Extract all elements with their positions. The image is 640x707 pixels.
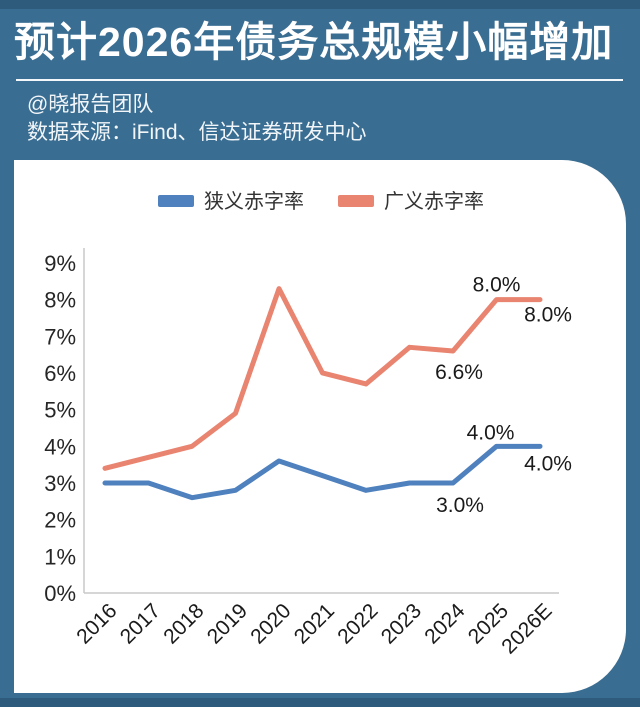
legend: 狭义赤字率 广义赤字率 bbox=[158, 190, 484, 213]
y-tick-label: 7% bbox=[44, 324, 76, 349]
title-divider bbox=[16, 79, 623, 81]
data-label: 8.0% bbox=[524, 304, 572, 327]
data-label: 6.6% bbox=[435, 361, 483, 384]
data-label: 3.0% bbox=[436, 494, 484, 517]
y-tick-label: 6% bbox=[44, 361, 76, 386]
chart-svg: 狭义赤字率 广义赤字率0%1%2%3%4%5%6%7%8%9%2016201720… bbox=[44, 190, 572, 658]
x-tick-label: 2020 bbox=[246, 599, 295, 648]
legend-label-1: 广义赤字率 bbox=[384, 190, 484, 213]
data-label: 4.0% bbox=[467, 421, 515, 444]
y-tick-label: 3% bbox=[44, 471, 76, 496]
x-tick-label: 2026E bbox=[497, 599, 556, 658]
x-tick-label: 2017 bbox=[116, 599, 165, 648]
x-axis-ticks: 2016201720182019202020212022202320242025… bbox=[72, 599, 556, 658]
author-byline: @晓报告团队 bbox=[27, 93, 154, 116]
data-source-note: 数据来源：iFind、信达证券研发中心 bbox=[27, 121, 367, 144]
x-tick-label: 2019 bbox=[203, 599, 252, 648]
x-tick-label: 2018 bbox=[159, 599, 208, 648]
y-tick-label: 1% bbox=[44, 544, 76, 569]
y-tick-label: 2% bbox=[44, 508, 76, 533]
page-title: 预计2026年债务总规模小幅增加 bbox=[14, 19, 614, 65]
y-tick-label: 8% bbox=[44, 288, 76, 313]
legend-swatch-0 bbox=[158, 195, 194, 207]
bottom-edge-strip bbox=[0, 698, 640, 707]
x-tick-label: 2024 bbox=[420, 599, 470, 649]
series-line-1 bbox=[102, 286, 543, 471]
x-tick-label: 2022 bbox=[333, 599, 382, 648]
chart-card: 狭义赤字率 广义赤字率 0% 1% 2% 3% 4% 5% 6% 7% 8% 9% 2016 2017 20… bbox=[14, 160, 626, 693]
y-tick-label: 9% bbox=[44, 251, 76, 276]
y-tick-label: 4% bbox=[44, 434, 76, 459]
data-labels: 8.0%8.0% 6.6% 4.0% 4.0% 3.0% bbox=[435, 274, 572, 517]
y-axis-ticks: 0% 1% 2% 3% 4% 5% 6% 7% 8% 9% bbox=[44, 251, 76, 606]
x-tick-label: 2023 bbox=[377, 599, 426, 648]
legend-label-0: 狭义赤字率 bbox=[204, 190, 304, 213]
y-tick-label: 0% bbox=[44, 581, 76, 606]
series-line-0 bbox=[102, 443, 543, 501]
legend-swatch-1 bbox=[338, 195, 374, 207]
data-label: 4.0% bbox=[524, 452, 572, 475]
top-edge-strip bbox=[0, 0, 640, 9]
deficit-rate-line-chart: 狭义赤字率 广义赤字率 0% 1% 2% 3% 4% 5% 6% 7% 8% 9% 2016 2017 20… bbox=[14, 160, 626, 693]
x-tick-label: 2016 bbox=[72, 599, 121, 648]
y-tick-label: 5% bbox=[44, 398, 76, 423]
x-tick-label: 2021 bbox=[290, 599, 339, 648]
data-label: 8.0% bbox=[473, 274, 521, 297]
